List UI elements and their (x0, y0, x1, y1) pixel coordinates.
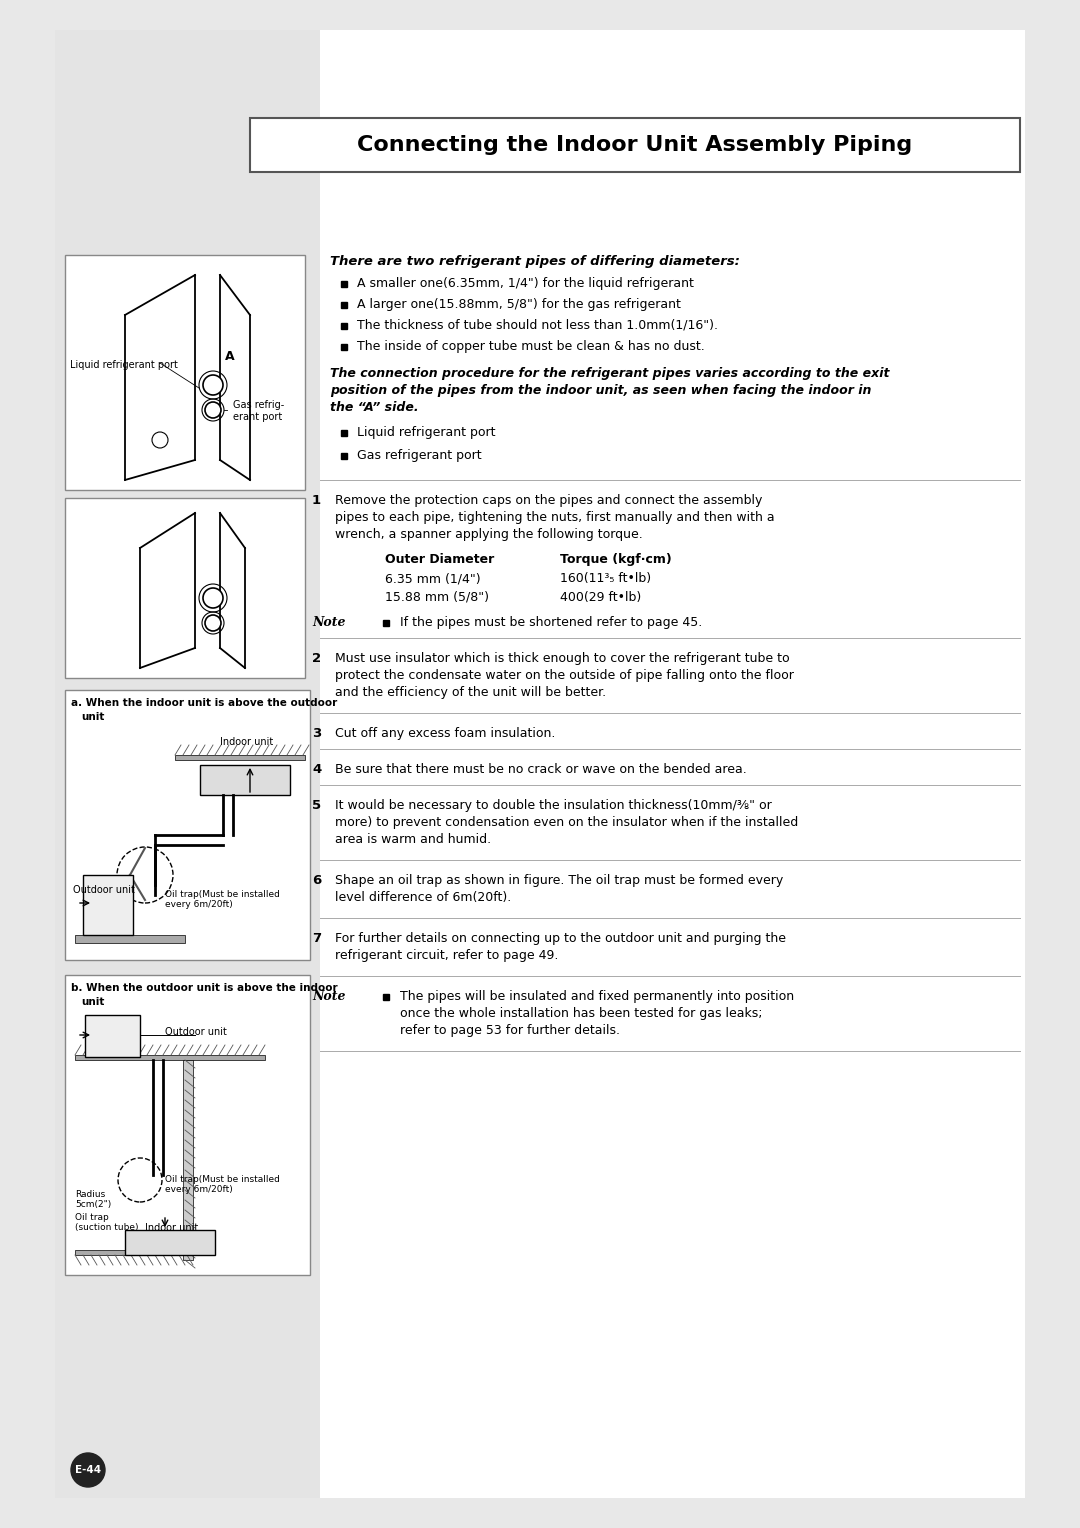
Text: Torque (kgf·cm): Torque (kgf·cm) (561, 553, 672, 565)
Text: A smaller one(6.35mm, 1/4") for the liquid refrigerant: A smaller one(6.35mm, 1/4") for the liqu… (357, 277, 693, 290)
Text: pipes to each pipe, tightening the nuts, first manually and then with a: pipes to each pipe, tightening the nuts,… (335, 510, 774, 524)
Bar (65, 498, 305, 678)
Text: The inside of copper tube must be clean & has no dust.: The inside of copper tube must be clean … (357, 341, 705, 353)
Text: Oil trap(Must be installed
every 6m/20ft): Oil trap(Must be installed every 6m/20ft… (165, 1175, 280, 1195)
Text: If the pipes must be shortened refer to page 45.: If the pipes must be shortened refer to … (400, 616, 702, 630)
Circle shape (71, 1453, 105, 1487)
Text: Cut off any excess foam insulation.: Cut off any excess foam insulation. (335, 727, 555, 740)
Text: Remove the protection caps on the pipes and connect the assembly: Remove the protection caps on the pipes … (335, 494, 762, 507)
Text: E-44: E-44 (75, 1465, 102, 1475)
Text: 7: 7 (312, 932, 321, 944)
Text: Be sure that there must be no crack or wave on the bended area.: Be sure that there must be no crack or w… (335, 762, 746, 776)
Text: unit: unit (81, 712, 105, 723)
Text: more) to prevent condensation even on the insulator when if the installed: more) to prevent condensation even on th… (335, 816, 798, 830)
Text: Gas refrig-
erant port: Gas refrig- erant port (233, 400, 284, 422)
Text: A: A (225, 350, 234, 364)
Text: unit: unit (81, 996, 105, 1007)
Text: 15.88 mm (5/8"): 15.88 mm (5/8") (384, 591, 489, 604)
Text: The thickness of tube should not less than 1.0mm(1/16").: The thickness of tube should not less th… (357, 319, 718, 332)
Bar (75, 1054, 265, 1060)
Text: Indoor unit: Indoor unit (145, 1222, 199, 1233)
Text: 160(11³₅ ft•lb): 160(11³₅ ft•lb) (561, 571, 651, 585)
Bar (200, 766, 291, 795)
Text: For further details on connecting up to the outdoor unit and purging the: For further details on connecting up to … (335, 932, 786, 944)
Bar (183, 1060, 193, 1261)
Text: 3: 3 (312, 727, 321, 740)
Text: a. When the indoor unit is above the outdoor: a. When the indoor unit is above the out… (71, 698, 337, 707)
Text: refer to page 53 for further details.: refer to page 53 for further details. (400, 1024, 620, 1038)
Bar (65, 255, 305, 490)
Text: Oil trap
(suction tube): Oil trap (suction tube) (75, 1213, 138, 1233)
Text: refrigerant circuit, refer to page 49.: refrigerant circuit, refer to page 49. (335, 949, 558, 963)
Bar (55, 31, 1025, 1497)
Text: The connection procedure for the refrigerant pipes varies according to the exit: The connection procedure for the refrige… (330, 367, 890, 380)
Text: Connecting the Indoor Unit Assembly Piping: Connecting the Indoor Unit Assembly Pipi… (357, 134, 913, 154)
Bar (75, 1250, 205, 1254)
Text: level difference of 6m(20ft).: level difference of 6m(20ft). (335, 891, 511, 905)
Text: Outer Diameter: Outer Diameter (384, 553, 495, 565)
Text: Shape an oil trap as shown in figure. The oil trap must be formed every: Shape an oil trap as shown in figure. Th… (335, 874, 783, 886)
Text: Must use insulator which is thick enough to cover the refrigerant tube to: Must use insulator which is thick enough… (335, 652, 789, 665)
Bar (85, 1015, 140, 1057)
Text: There are two refrigerant pipes of differing diameters:: There are two refrigerant pipes of diffe… (330, 255, 740, 267)
Circle shape (203, 374, 222, 396)
Text: wrench, a spanner applying the following torque.: wrench, a spanner applying the following… (335, 529, 643, 541)
Text: 400(29 ft•lb): 400(29 ft•lb) (561, 591, 642, 604)
Text: 4: 4 (312, 762, 321, 776)
Text: the “A” side.: the “A” side. (330, 400, 419, 414)
Text: A larger one(15.88mm, 5/8") for the gas refrigerant: A larger one(15.88mm, 5/8") for the gas … (357, 298, 680, 312)
Bar (175, 755, 305, 759)
Text: protect the condensate water on the outside of pipe falling onto the floor: protect the condensate water on the outs… (335, 669, 794, 681)
Text: once the whole installation has been tested for gas leaks;: once the whole installation has been tes… (400, 1007, 762, 1021)
Text: Outdoor unit: Outdoor unit (165, 1027, 227, 1038)
Bar (65, 975, 310, 1274)
Text: 1: 1 (312, 494, 321, 507)
Bar (55, 31, 320, 1497)
Text: area is warm and humid.: area is warm and humid. (335, 833, 491, 847)
Bar (249, 118, 1020, 173)
Text: Liquid refrigerant port: Liquid refrigerant port (70, 361, 178, 370)
Text: 6: 6 (312, 874, 321, 886)
Bar (65, 691, 310, 960)
Text: 6.35 mm (1/4"): 6.35 mm (1/4") (384, 571, 481, 585)
Text: 2: 2 (312, 652, 321, 665)
Bar (125, 1230, 215, 1254)
Text: Outdoor unit: Outdoor unit (73, 885, 135, 895)
Text: The pipes will be insulated and fixed permanently into position: The pipes will be insulated and fixed pe… (400, 990, 794, 1002)
Text: It would be necessary to double the insulation thickness(10mm/⅜" or: It would be necessary to double the insu… (335, 799, 772, 811)
Circle shape (205, 614, 221, 631)
Circle shape (203, 588, 222, 608)
Text: Liquid refrigerant port: Liquid refrigerant port (357, 426, 496, 439)
Text: Gas refrigerant port: Gas refrigerant port (357, 449, 482, 461)
Text: Indoor unit: Indoor unit (220, 736, 273, 747)
Text: Note: Note (312, 990, 346, 1002)
Bar (83, 876, 133, 935)
Text: position of the pipes from the indoor unit, as seen when facing the indoor in: position of the pipes from the indoor un… (330, 384, 872, 397)
Text: b. When the outdoor unit is above the indoor: b. When the outdoor unit is above the in… (71, 983, 338, 993)
Text: and the efficiency of the unit will be better.: and the efficiency of the unit will be b… (335, 686, 606, 698)
Text: Oil trap(Must be installed
every 6m/20ft): Oil trap(Must be installed every 6m/20ft… (165, 889, 280, 909)
Bar (75, 935, 185, 943)
Text: 5: 5 (312, 799, 321, 811)
Text: Radius
5cm(2"): Radius 5cm(2") (75, 1190, 111, 1209)
Text: Note: Note (312, 616, 346, 630)
Circle shape (205, 402, 221, 419)
